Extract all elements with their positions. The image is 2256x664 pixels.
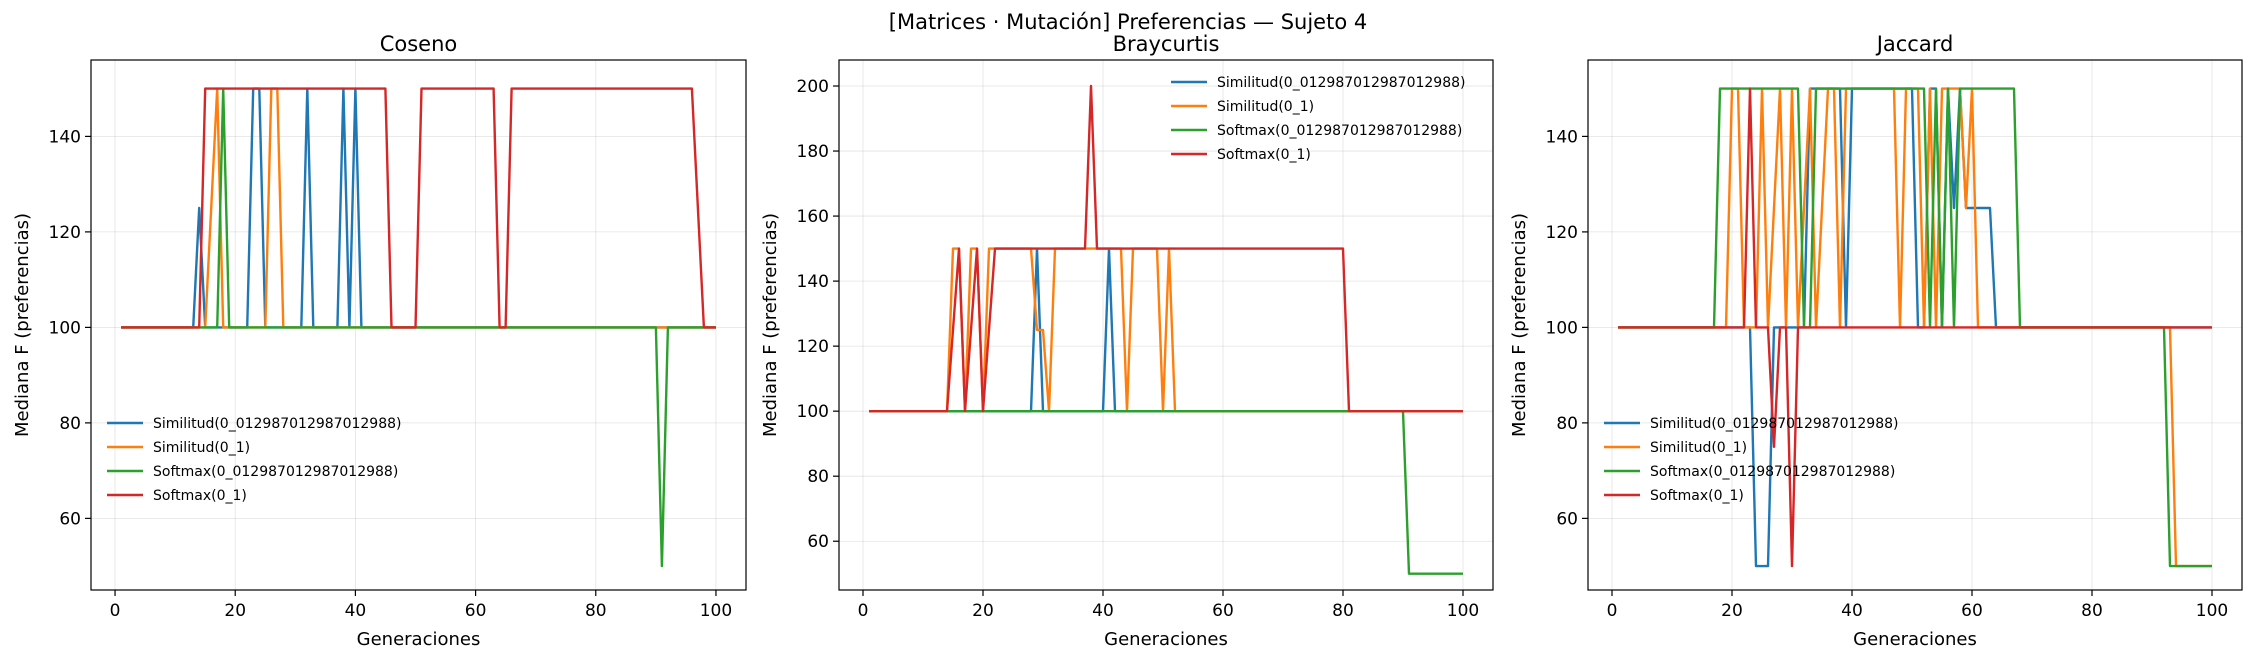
x-tick-label: 0 xyxy=(110,601,121,621)
subplot-title: Jaccard xyxy=(1875,32,1954,56)
legend-label: Similitud(0_1) xyxy=(153,440,250,456)
y-tick-label: 80 xyxy=(59,414,81,434)
y-tick-label: 100 xyxy=(49,318,81,338)
x-tick-label: 40 xyxy=(1841,601,1863,621)
x-tick-label: 80 xyxy=(2081,601,2103,621)
y-tick-label: 120 xyxy=(1546,223,1578,243)
x-tick-label: 20 xyxy=(972,601,994,621)
y-tick-label: 120 xyxy=(49,223,81,243)
x-tick-label: 100 xyxy=(700,601,732,621)
subplot-coseno: 0 20 40 60 80 100 60 80 100 120 140 Coseno Generacio… xyxy=(12,32,747,650)
y-axis-label: Mediana F (preferencias) xyxy=(12,213,33,437)
y-axis-label: Mediana F (preferencias) xyxy=(1509,213,1530,437)
series-line-4 xyxy=(1618,87,2212,568)
y-tick-label: 140 xyxy=(797,272,829,292)
x-tick-label: 0 xyxy=(858,601,869,621)
y-axis-label: Mediana F (preferencias) xyxy=(760,213,781,437)
subplot-title: Coseno xyxy=(380,32,458,56)
x-tick-label: 60 xyxy=(1212,601,1234,621)
x-axis-label: Generaciones xyxy=(357,629,481,650)
plot-frame xyxy=(838,59,1494,591)
legend-label: Softmax(0_012987012987012988) xyxy=(153,464,398,480)
subplot-braycurtis: 0 20 40 60 80 100 60 80 100 120 140 160 180 200 Braycu… xyxy=(760,32,1494,650)
y-tick-label: 120 xyxy=(797,337,829,357)
y-tick-label: 80 xyxy=(807,467,829,487)
legend-label: Softmax(0_1) xyxy=(1217,147,1311,163)
x-tick-label: 0 xyxy=(1607,601,1618,621)
x-tick-label: 80 xyxy=(1332,601,1354,621)
legend-label: Softmax(0_012987012987012988) xyxy=(1650,464,1895,480)
y-tick-label: 60 xyxy=(59,509,81,529)
x-tick-label: 20 xyxy=(224,601,246,621)
legend: Similitud(0_012987012987012988) Similitud… xyxy=(107,416,402,504)
x-tick-label: 20 xyxy=(1721,601,1743,621)
x-axis-label: Generaciones xyxy=(1853,629,1977,650)
legend-label: Similitud(0_012987012987012988) xyxy=(1217,75,1466,91)
legend-label: Similitud(0_1) xyxy=(1217,99,1314,115)
legend-label: Similitud(0_012987012987012988) xyxy=(1650,416,1899,432)
y-tick-label: 140 xyxy=(1546,127,1578,147)
x-tick-label: 100 xyxy=(2196,601,2228,621)
y-tick-label: 100 xyxy=(1546,318,1578,338)
x-tick-label: 80 xyxy=(585,601,607,621)
x-tick-label: 60 xyxy=(465,601,487,621)
y-tick-label: 140 xyxy=(49,127,81,147)
x-tick-label: 60 xyxy=(1961,601,1983,621)
legend: Similitud(0_012987012987012988) Similitud… xyxy=(1604,416,1899,504)
y-tick-label: 200 xyxy=(797,77,829,97)
series-line-3 xyxy=(869,410,1463,575)
x-tick-label: 40 xyxy=(1092,601,1114,621)
subplot-title: Braycurtis xyxy=(1113,32,1220,56)
x-tick-label: 40 xyxy=(345,601,367,621)
series-line-4 xyxy=(869,84,1463,413)
legend: Similitud(0_012987012987012988) Similitud… xyxy=(1171,75,1466,163)
series-line-4 xyxy=(121,87,716,329)
x-tick-label: 100 xyxy=(1447,601,1479,621)
legend-label: Similitud(0_1) xyxy=(1650,440,1747,456)
series-line-3 xyxy=(121,87,716,568)
legend-label: Softmax(0_012987012987012988) xyxy=(1217,123,1462,139)
legend-label: Similitud(0_012987012987012988) xyxy=(153,416,402,432)
y-tick-label: 80 xyxy=(1556,414,1578,434)
legend-label: Softmax(0_1) xyxy=(1650,488,1744,504)
y-tick-label: 100 xyxy=(797,402,829,422)
x-axis-label: Generaciones xyxy=(1104,629,1228,650)
y-tick-label: 160 xyxy=(797,207,829,227)
plot-frame xyxy=(1587,59,2243,591)
plot-frame xyxy=(90,59,747,591)
y-tick-label: 60 xyxy=(807,532,829,552)
legend-label: Softmax(0_1) xyxy=(153,488,247,504)
y-tick-label: 180 xyxy=(797,142,829,162)
subplot-jaccard: 0 20 40 60 80 100 60 80 100 120 140 Jaccard Generaci… xyxy=(1509,32,2243,650)
y-tick-label: 60 xyxy=(1556,509,1578,529)
figure-title: [Matrices · Mutación] Preferencias — Suj… xyxy=(888,10,1368,34)
